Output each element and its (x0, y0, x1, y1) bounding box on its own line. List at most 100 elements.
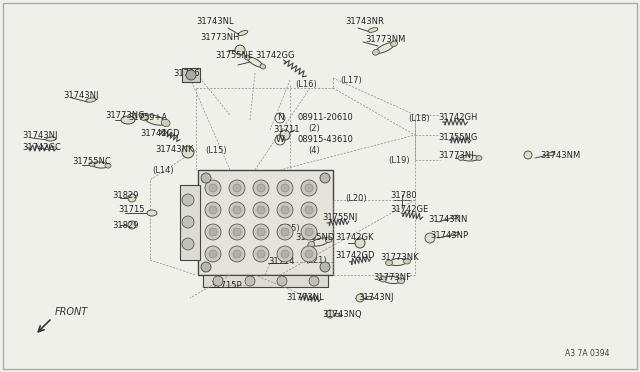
Text: 31742GD: 31742GD (335, 250, 374, 260)
Circle shape (229, 202, 245, 218)
Circle shape (233, 184, 241, 192)
Text: A3 7A 0394: A3 7A 0394 (565, 349, 609, 357)
Circle shape (128, 194, 136, 202)
Circle shape (301, 180, 317, 196)
Text: 31743NQ: 31743NQ (322, 311, 362, 320)
Text: (L17): (L17) (340, 76, 362, 84)
Circle shape (205, 180, 221, 196)
Ellipse shape (366, 296, 374, 299)
Ellipse shape (458, 155, 464, 160)
Circle shape (205, 202, 221, 218)
Circle shape (277, 202, 293, 218)
Text: 31755NC: 31755NC (72, 157, 111, 167)
Text: (4): (4) (308, 145, 320, 154)
Circle shape (356, 294, 364, 302)
Circle shape (301, 224, 317, 240)
Circle shape (253, 202, 269, 218)
Text: 31714: 31714 (268, 257, 294, 266)
Ellipse shape (451, 232, 459, 236)
Circle shape (209, 228, 217, 236)
Ellipse shape (46, 137, 56, 141)
Circle shape (201, 173, 211, 183)
Ellipse shape (311, 238, 329, 246)
Text: FRONT: FRONT (55, 307, 88, 317)
Circle shape (277, 246, 293, 262)
Circle shape (209, 206, 217, 214)
Text: 31743NR: 31743NR (345, 17, 384, 26)
Bar (203, 275, 328, 287)
Ellipse shape (372, 49, 380, 55)
Text: (L21): (L21) (305, 256, 326, 264)
Circle shape (201, 262, 211, 272)
Circle shape (253, 246, 269, 262)
Circle shape (309, 276, 319, 286)
Ellipse shape (238, 31, 248, 36)
Ellipse shape (389, 259, 407, 266)
Ellipse shape (397, 278, 404, 283)
Circle shape (253, 224, 269, 240)
Circle shape (305, 184, 313, 192)
Circle shape (326, 310, 334, 318)
Circle shape (257, 184, 265, 192)
Ellipse shape (308, 241, 315, 247)
Text: 31726: 31726 (173, 68, 200, 77)
Text: 31773NJ: 31773NJ (438, 151, 474, 160)
Ellipse shape (376, 43, 394, 53)
Circle shape (257, 228, 265, 236)
Text: 31755NJ: 31755NJ (322, 214, 357, 222)
Text: (L20): (L20) (345, 193, 367, 202)
Circle shape (233, 206, 241, 214)
Text: 31743NK: 31743NK (155, 145, 193, 154)
Text: 31743NJ: 31743NJ (63, 90, 99, 99)
Circle shape (281, 184, 289, 192)
Ellipse shape (161, 119, 170, 126)
Circle shape (280, 130, 290, 140)
Text: (L15): (L15) (278, 224, 300, 232)
Ellipse shape (260, 64, 266, 69)
Text: 31715P: 31715P (210, 280, 242, 289)
Circle shape (229, 180, 245, 196)
Circle shape (209, 184, 217, 192)
Circle shape (524, 151, 532, 159)
Ellipse shape (325, 237, 332, 243)
Circle shape (205, 246, 221, 262)
Circle shape (301, 246, 317, 262)
Text: 31743NJ: 31743NJ (22, 131, 58, 140)
Text: 31743NJ: 31743NJ (358, 294, 394, 302)
Circle shape (257, 206, 265, 214)
Bar (198, 170, 333, 275)
Circle shape (182, 238, 194, 250)
Ellipse shape (380, 276, 387, 282)
Ellipse shape (105, 163, 111, 168)
Text: (L15): (L15) (205, 145, 227, 154)
Text: N: N (276, 113, 284, 122)
Text: (L16): (L16) (295, 80, 317, 90)
Text: 31742GH: 31742GH (438, 113, 477, 122)
Ellipse shape (86, 98, 96, 102)
Circle shape (233, 250, 241, 258)
Circle shape (229, 246, 245, 262)
Ellipse shape (334, 313, 342, 317)
Circle shape (425, 233, 435, 243)
Text: 31742GG: 31742GG (255, 51, 294, 60)
Text: 31742GD: 31742GD (140, 128, 179, 138)
Circle shape (281, 250, 289, 258)
Ellipse shape (476, 155, 482, 160)
Ellipse shape (92, 162, 108, 168)
Circle shape (320, 173, 330, 183)
Text: 08915-43610: 08915-43610 (298, 135, 354, 144)
Circle shape (305, 228, 313, 236)
Circle shape (253, 180, 269, 196)
Text: 31743NL: 31743NL (196, 17, 234, 26)
Circle shape (320, 262, 330, 272)
Circle shape (205, 224, 221, 240)
Ellipse shape (390, 41, 397, 47)
Text: (L14): (L14) (152, 166, 173, 174)
Text: 31829: 31829 (112, 221, 138, 230)
Text: 31742GK: 31742GK (335, 234, 374, 243)
Text: 31715: 31715 (118, 205, 145, 215)
Bar (180, 185, 200, 260)
Ellipse shape (89, 162, 95, 167)
Bar (182, 68, 200, 82)
Circle shape (213, 276, 223, 286)
